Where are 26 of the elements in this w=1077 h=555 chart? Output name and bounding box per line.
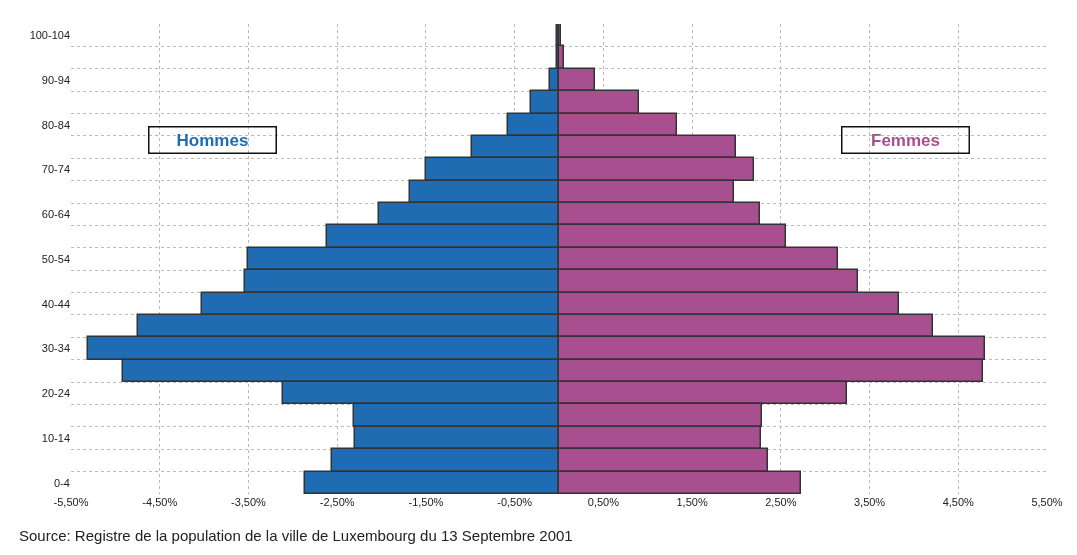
y-tick-label: 100-104 xyxy=(29,29,70,42)
x-tick-label: 2,50% xyxy=(765,496,797,508)
y-tick-label: 80-84 xyxy=(41,118,70,131)
x-tick-label: 3,50% xyxy=(853,496,886,508)
x-tick-label: -5,50% xyxy=(53,496,89,508)
source-note: Source: Registre de la population de la ville de Luxembourg du 13 Septembre 2001 xyxy=(19,527,573,544)
x-tick-label: -0,50% xyxy=(497,496,533,508)
x-tick-label: 5,50% xyxy=(1031,496,1063,508)
x-tick-label: -2,50% xyxy=(319,496,355,508)
y-tick-label: 0-4 xyxy=(54,476,70,489)
text: Femmes xyxy=(871,130,940,150)
y-tick-label: 50-54 xyxy=(41,252,70,265)
x-tick-label: 1,50% xyxy=(676,496,708,508)
text: Hommes xyxy=(176,130,249,150)
y-tick-label: 90-94 xyxy=(41,73,70,86)
y-tick-label: 10-14 xyxy=(41,431,70,444)
y-tick-label: 40-44 xyxy=(41,297,70,310)
y-tick-label: 70-74 xyxy=(41,163,70,176)
y-tick-label: 60-64 xyxy=(41,208,70,221)
x-tick-label: 0,50% xyxy=(587,496,620,508)
y-tick-label: 30-34 xyxy=(41,342,70,355)
x-tick-label: -4,50% xyxy=(142,496,178,508)
x-tick-label: -3,50% xyxy=(231,496,267,508)
x-tick-label: 4,50% xyxy=(942,496,975,508)
x-tick-label: -1,50% xyxy=(408,496,444,508)
y-tick-label: 20-24 xyxy=(41,387,70,400)
